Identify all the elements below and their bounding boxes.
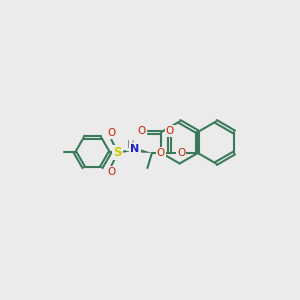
Text: O: O xyxy=(107,128,115,138)
Text: O: O xyxy=(107,167,115,177)
Polygon shape xyxy=(135,148,152,153)
Text: O: O xyxy=(166,126,174,136)
Text: O: O xyxy=(177,148,185,158)
Text: O: O xyxy=(137,126,146,136)
Text: H: H xyxy=(127,140,135,150)
Text: N: N xyxy=(130,144,140,154)
Text: O: O xyxy=(157,148,165,158)
Text: S: S xyxy=(113,146,122,159)
